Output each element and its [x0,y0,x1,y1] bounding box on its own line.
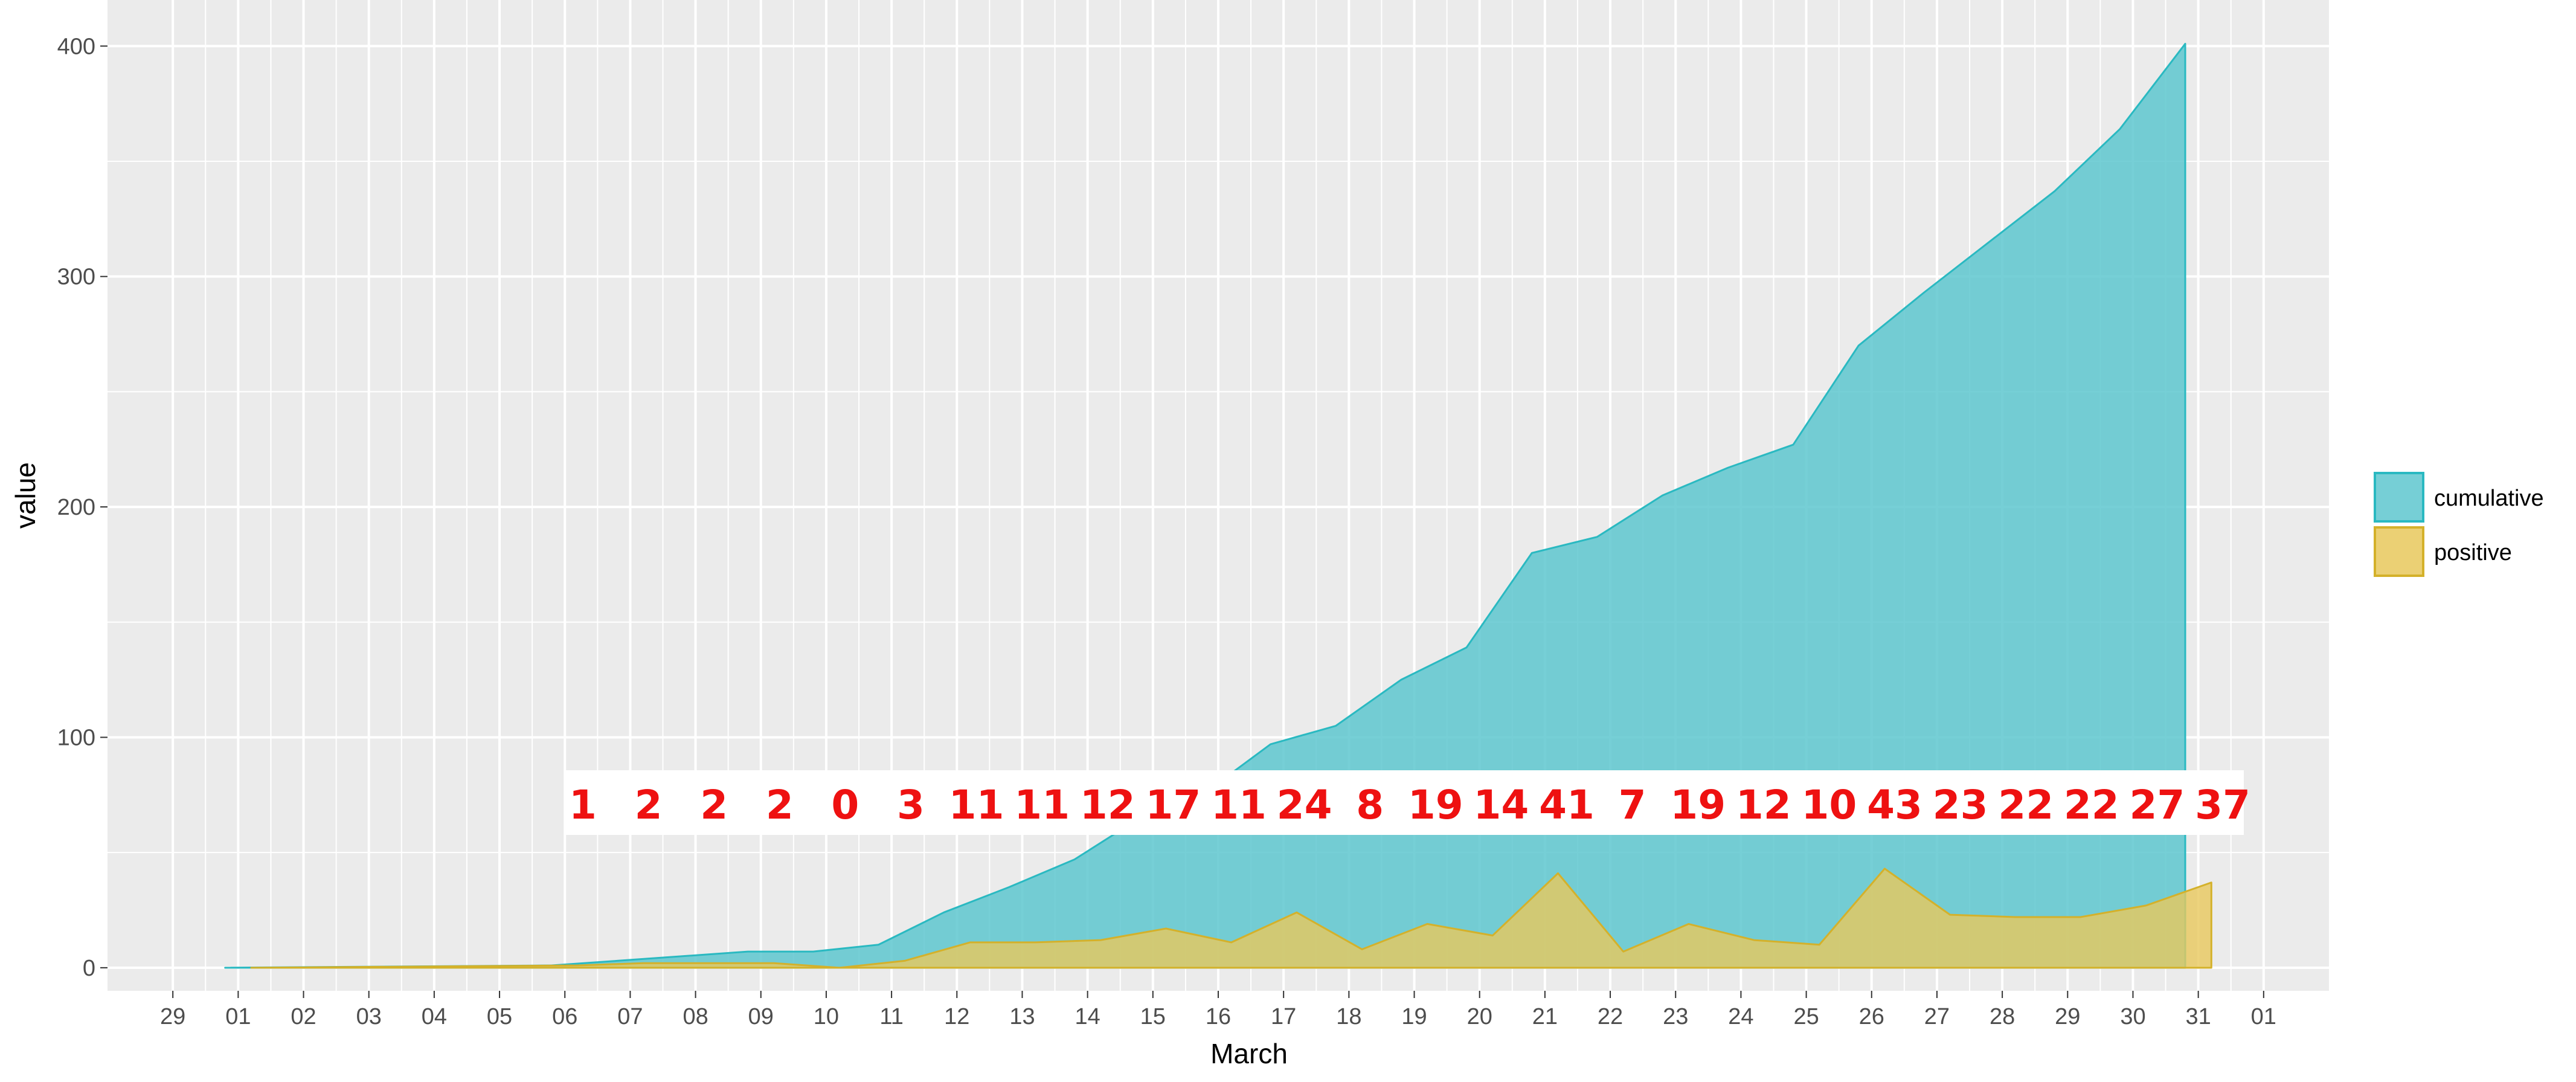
count-label: 11 [949,782,1004,828]
count-labels: 1 2 2 2 0 3 11 11 12 17 11 24 8 19 14 41 7 19 12 10 43 23 22 22… [565,770,2250,835]
x-tick-label: 07 [617,1004,643,1029]
x-tick-label: 29 [160,1004,185,1029]
x-tick-label: 12 [944,1004,969,1029]
x-tick-label: 30 [2120,1004,2145,1029]
x-tick-label: 13 [1009,1004,1035,1029]
count-label: 22 [1998,782,2054,828]
y-tick-label: 300 [57,265,95,290]
legend-swatch [2374,472,2424,523]
x-tick-label: 20 [1467,1004,1492,1029]
x-tick-label: 26 [1859,1004,1884,1029]
count-label: 41 [1539,782,1595,828]
count-label: 1 [569,782,597,828]
x-tick-label: 01 [2251,1004,2276,1029]
series-area-positive [250,868,2212,969]
count-label: 10 [1801,782,1857,828]
x-tick-label: 03 [356,1004,382,1029]
count-label: 7 [1619,782,1646,828]
x-tick-label: 01 [225,1004,251,1029]
x-tick-label: 24 [1728,1004,1753,1029]
x-axis-title: March [1210,1038,1288,1069]
x-tick-label: 05 [487,1004,512,1029]
count-label: 37 [2195,782,2250,828]
count-label: 11 [1211,782,1267,828]
count-labels-background [565,770,2244,835]
y-tick-label: 400 [57,34,95,59]
x-tick-label: 27 [1924,1004,1950,1029]
x-tick-label: 23 [1663,1004,1688,1029]
count-label: 43 [1867,782,1922,828]
count-label: 12 [1736,782,1791,828]
x-tick-label: 29 [2055,1004,2080,1029]
legend-swatch [2374,526,2424,577]
x-tick-label: 14 [1075,1004,1100,1029]
x-tick-label: 21 [1532,1004,1558,1029]
count-label: 19 [1670,782,1726,828]
count-label: 2 [635,782,663,828]
count-label: 22 [2064,782,2119,828]
series-area-cumulative [224,42,2186,969]
x-tick-label: 25 [1793,1004,1819,1029]
x-tick-label: 08 [683,1004,708,1029]
legend-label: cumulative [2434,486,2544,511]
count-label: 12 [1080,782,1135,828]
count-label: 19 [1408,782,1463,828]
x-tick-label: 10 [814,1004,839,1029]
x-tick-label: 16 [1206,1004,1231,1029]
count-label: 8 [1356,782,1384,828]
count-label: 3 [897,782,925,828]
x-tick-label: 18 [1336,1004,1361,1029]
y-axis-title: value [10,462,41,529]
x-tick-label: 11 [879,1004,903,1029]
x-tick-label: 04 [422,1004,447,1029]
count-label: 11 [1014,782,1070,828]
x-tick-label: 06 [552,1004,577,1029]
x-tick-label: 28 [1990,1004,2015,1029]
count-label: 14 [1473,782,1529,828]
count-label: 17 [1145,782,1201,828]
x-tick-label: 17 [1271,1004,1296,1029]
count-label: 24 [1277,782,1332,828]
x-tick-label: 09 [748,1004,774,1029]
x-tick-label: 19 [1401,1004,1427,1029]
count-label: 23 [1933,782,1988,828]
legend: cumulative positive [2374,472,2544,577]
data-areas [224,42,2212,969]
x-tick-label: 31 [2186,1004,2211,1029]
count-label: 2 [766,782,794,828]
x-tick-label: 15 [1140,1004,1166,1029]
count-label: 27 [2129,782,2185,828]
x-tick-label: 02 [291,1004,316,1029]
y-tick-label: 0 [83,956,95,981]
count-label: 0 [831,782,859,828]
count-label: 2 [700,782,728,828]
y-tick-label: 100 [57,725,95,750]
y-tick-label: 200 [57,495,95,520]
x-tick-label: 22 [1598,1004,1623,1029]
legend-label: positive [2434,540,2512,565]
